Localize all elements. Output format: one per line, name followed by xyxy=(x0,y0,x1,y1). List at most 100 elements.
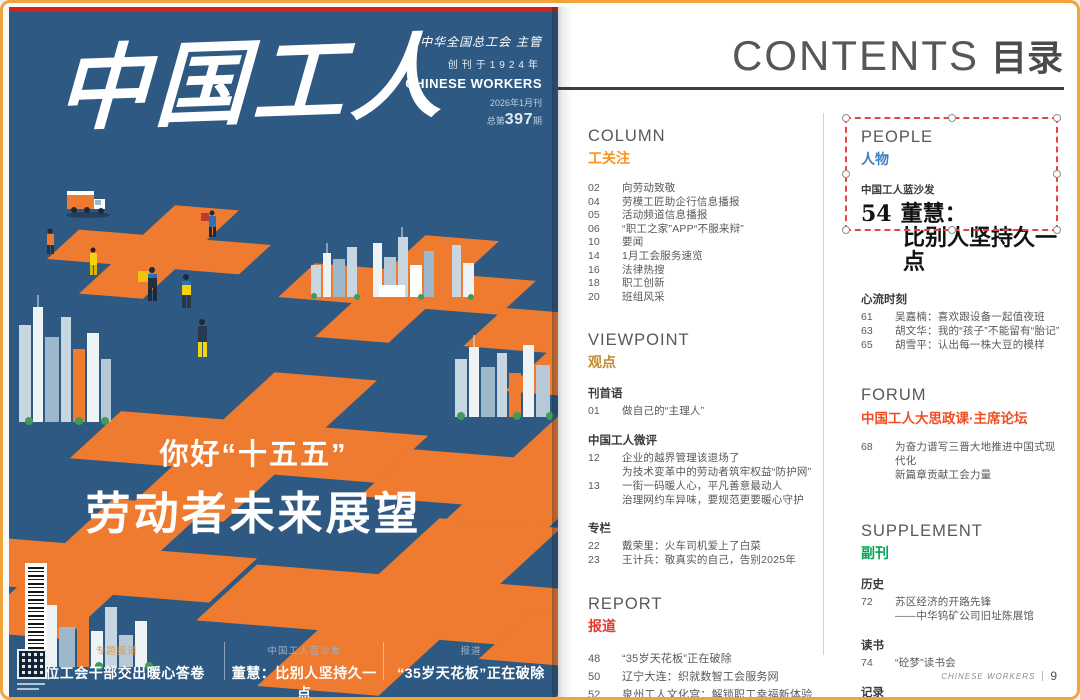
column-divider xyxy=(823,113,824,655)
qr-caption-line xyxy=(17,683,45,685)
worker-orange-vest xyxy=(47,228,54,254)
city-cluster-center xyxy=(311,227,474,300)
toc-item: 16 法律热搜 xyxy=(588,263,665,276)
column-items: 02 向劳动致敬 04 劳模工匠助企行信息播报 05 活动频道信息播报 06 “职工之家… xyxy=(588,182,814,304)
toc-item: 06 “职工之家”APP“不服来辩” xyxy=(588,222,744,235)
toc-item: 65 胡雪平：认出每一株大豆的模样 xyxy=(861,338,1045,351)
toc-left-column: COLUMN 工关注 02 向劳动致敬 04 劳模工匠助企行信息播报 05 活动频道信… xyxy=(588,127,814,700)
section-title-en: FORUM xyxy=(861,386,927,405)
group-header: 读书 xyxy=(861,639,884,652)
selection-handle-bottom-right[interactable] xyxy=(1053,226,1061,234)
selection-handle-bottom-left[interactable] xyxy=(842,226,850,234)
section-title-cn: 副刊 xyxy=(861,545,889,562)
table-of-contents-page: CONTENTS 目录 COLUMN 工关注 02 向劳动致敬 04 劳模工匠助企行… xyxy=(558,7,1077,697)
supervisor-line: 中华全国总工会 主管 xyxy=(420,35,542,49)
feature-page-number: 54 xyxy=(861,201,892,227)
toc-item-continuation: .治理网约车异味，要规范更要暖心守护 xyxy=(622,493,804,506)
header-rule xyxy=(558,87,1064,90)
selection-handle-middle-right[interactable] xyxy=(1053,170,1061,178)
section-title-cn: 中国工人大思政课·主席论坛 xyxy=(861,411,1028,427)
teaser-3: 报道 “35岁天花板”正在破除 xyxy=(384,635,558,683)
barcode xyxy=(25,563,47,655)
teaser-2-label: 中国工人蓝沙发 xyxy=(267,646,341,657)
magazine-cover-page: 中国工人 中华全国总工会 主管 创刊于1924年 CHINESE WORKERS… xyxy=(9,7,558,697)
group-header: 刊首语 xyxy=(588,388,623,401)
section-title-en: COLUMN xyxy=(588,127,666,145)
courier-blue-red-box xyxy=(201,210,216,237)
section-title-en: VIEWPOINT xyxy=(588,331,690,350)
selection-handle-top-right[interactable] xyxy=(1053,114,1061,122)
teaser-1: 专题报道 60位工会干部交出暖心答卷 xyxy=(9,635,224,683)
page-footer: CHINESE WORKERS 9 xyxy=(941,669,1057,683)
cover-footer-teasers: 专题报道 60位工会干部交出暖心答卷 中国工人蓝沙发 董慧：比别人坚持久一点 报… xyxy=(9,635,558,697)
selection-handle-top-left[interactable] xyxy=(842,114,850,122)
toc-item: 68 为奋力谱写三晋大地推进中国式现代化 xyxy=(861,441,1056,467)
toc-item: 63 胡文华：我的“孩子”不能留有“胎记” xyxy=(861,324,1060,337)
teaser-1-label: 专题报道 xyxy=(95,646,138,657)
teaser-3-title: “35岁天花板”正在破除 xyxy=(397,665,545,681)
teaser-divider xyxy=(224,642,226,680)
city-cluster-left xyxy=(19,295,111,425)
delivery-truck-icon xyxy=(66,191,110,218)
group-header: 记录 xyxy=(861,686,884,699)
group-header: 专栏 xyxy=(588,523,611,536)
toc-item: 74 “砼梦”读书会 xyxy=(861,656,956,669)
contents-title-cn: 目录 xyxy=(990,37,1063,78)
selection-handle-bottom-middle[interactable] xyxy=(947,226,956,234)
page-number: 9 xyxy=(1050,669,1057,683)
toc-item: 18 职工创新 xyxy=(588,277,665,290)
section-title-cn: 人物 xyxy=(861,151,889,167)
section-title-cn: 观点 xyxy=(588,354,616,371)
toc-item: 52 泉州工人文化宫：解锁职工幸福新体验 xyxy=(588,688,813,700)
section-flow-moments: 心流时刻 61 吴嘉楠：喜欢跟设备一起值夜班 63 胡文华：我的“孩子”不能留有“胎… xyxy=(861,291,1061,352)
selection-handle-middle-left[interactable] xyxy=(842,170,850,178)
cover-headline: 你好“十五五” 劳动者未来展望 xyxy=(9,431,498,542)
worker-yellow-vest xyxy=(182,274,191,308)
toc-item: 14 1月工会服务速览 xyxy=(588,249,703,262)
group-header: 历史 xyxy=(861,579,884,592)
selection-handle-top-middle[interactable] xyxy=(947,114,956,122)
footer-separator xyxy=(1042,671,1044,681)
toc-item: 61 吴嘉楠：喜欢跟设备一起值夜班 xyxy=(861,311,1045,323)
group-header: 中国工人微评 xyxy=(588,435,657,448)
toc-item: 13 一街一码暖人心，平凡善意最动人 xyxy=(588,479,783,492)
headline-subtitle: 你好“十五五” xyxy=(159,439,348,471)
teaser-1-title: 60位工会干部交出暖心答卷 xyxy=(28,665,205,681)
toc-item: 12 企业的越界管理该退场了 xyxy=(588,452,740,465)
city-cluster-right xyxy=(455,335,554,420)
worker-figures xyxy=(47,210,216,357)
magazine-title: 中国工人 xyxy=(54,22,451,144)
toc-item: 20 班组风采 xyxy=(588,290,665,303)
teaser-divider xyxy=(382,642,384,680)
selection-annotation-box[interactable] xyxy=(842,114,1061,234)
qr-code xyxy=(17,649,47,679)
contents-header: CONTENTS 目录 xyxy=(732,29,1063,81)
section-viewpoint: VIEWPOINT 观点 刊首语 01 做自己的“主理人” 中国工人微评 12 企业… xyxy=(588,331,814,568)
feature-subtitle: 比别人坚持久一点 xyxy=(903,225,1058,275)
people-feature: 54 董慧： 比别人坚持久一点 xyxy=(861,202,1061,274)
footer-brand: CHINESE WORKERS xyxy=(941,671,1036,681)
contents-title-en: CONTENTS xyxy=(731,32,979,79)
feature-name: 董慧： xyxy=(900,201,967,227)
toc-item: 72 苏区经济的开路先锋 xyxy=(861,596,992,609)
courier-black-yellow-box xyxy=(138,267,157,301)
toc-item-continuation: .新篇章贡献工会力量 xyxy=(895,468,992,481)
section-forum: FORUM 中国工人大思政课·主席论坛 68 为奋力谱写三晋大地推进中国式现代化 … xyxy=(861,386,1061,482)
toc-item: 50 辽宁大连：织就数智工会服务网 xyxy=(588,670,779,683)
toc-item: 10 要闻 xyxy=(588,236,644,249)
cover-masthead: 中华全国总工会 主管 创刊于1924年 CHINESE WORKERS 2026… xyxy=(405,33,542,129)
worker-navy-yellow-pants xyxy=(198,319,207,357)
issue-date: 2026年1月刊 xyxy=(489,98,542,108)
section-title-cn: 工关注 xyxy=(588,150,630,166)
toc-item: 48 “35岁天花板”正在破除 xyxy=(588,652,732,665)
group-header: 心流时刻 xyxy=(861,294,907,306)
section-column: COLUMN 工关注 02 向劳动致敬 04 劳模工匠助企行信息播报 05 活动频道信… xyxy=(588,127,814,304)
english-name: CHINESE WORKERS xyxy=(405,76,542,91)
toc-item: 01 做自己的“主理人” xyxy=(588,405,705,418)
section-title-cn: 报道 xyxy=(588,617,616,634)
toc-item: 04 劳模工匠助企行信息播报 xyxy=(588,195,740,208)
section-title-en: PEOPLE xyxy=(861,128,934,146)
toc-right-column: PEOPLE 人物 中国工人蓝沙发 54 董慧： 比别人坚持久一点 心流时刻 61… xyxy=(861,128,1061,699)
